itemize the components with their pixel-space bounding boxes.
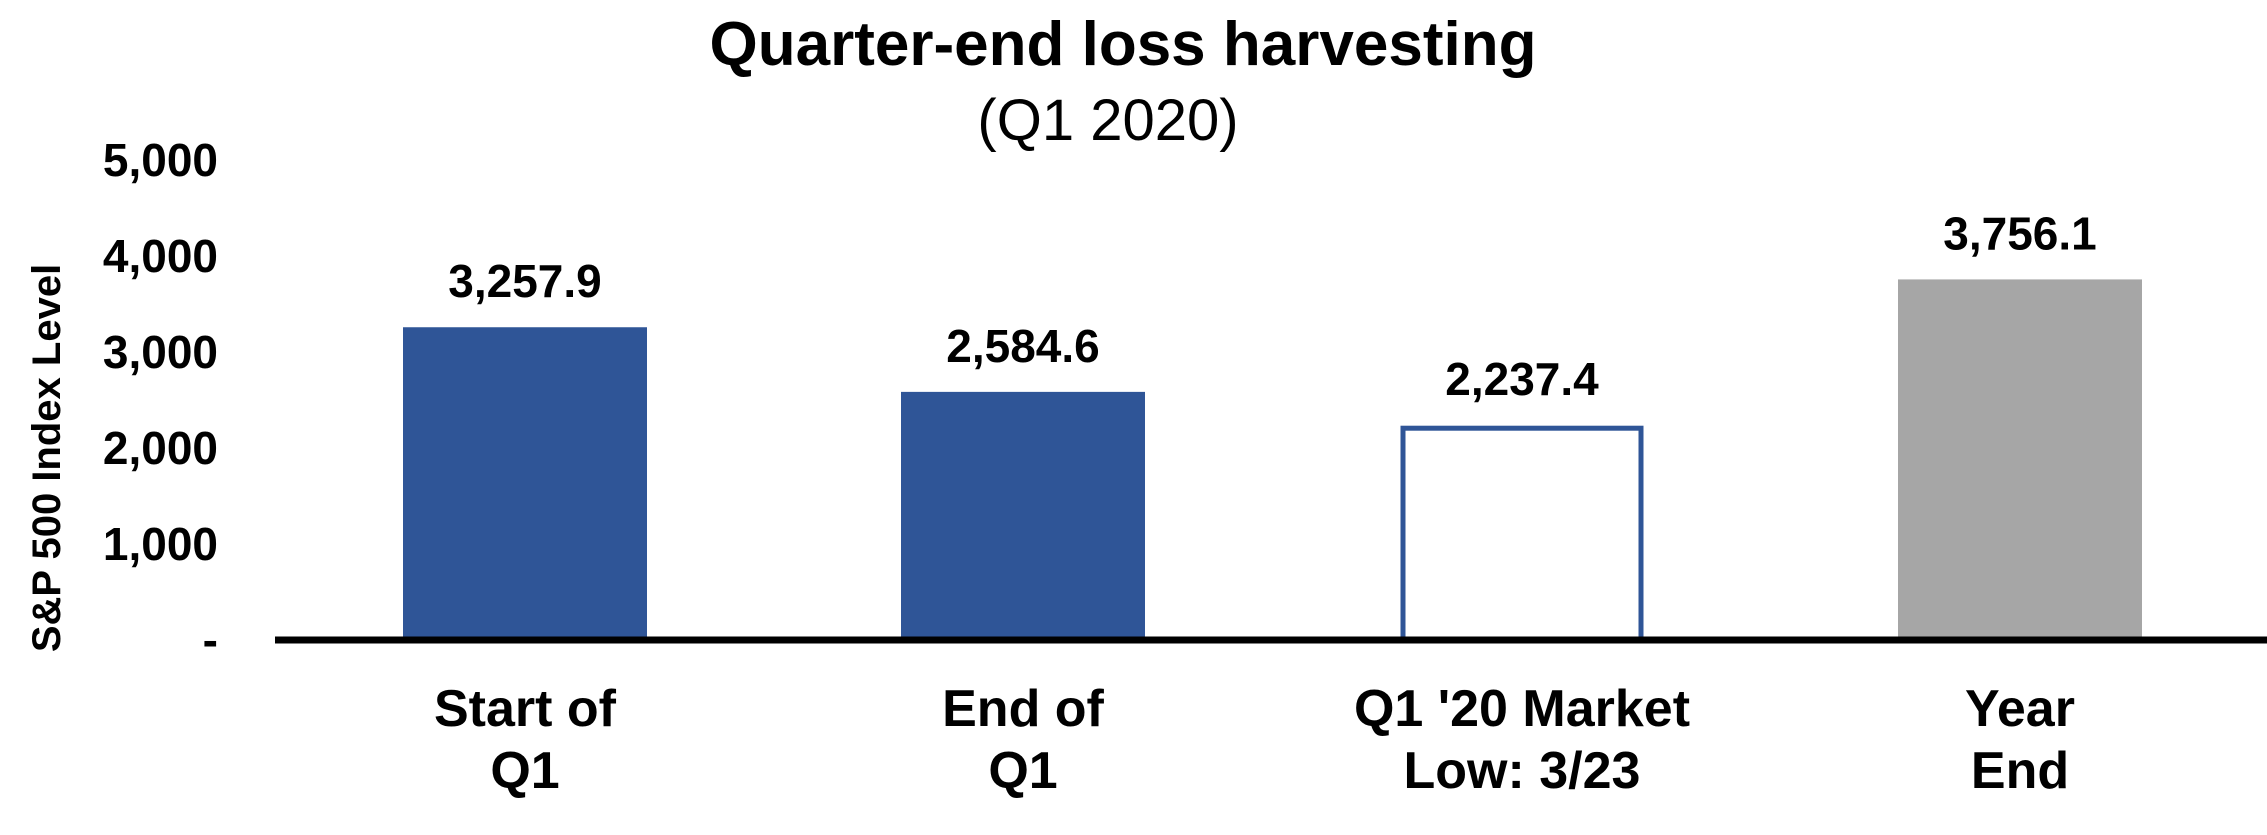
x-tick-label: Q1 <box>490 742 559 800</box>
y-tick-label: 3,000 <box>103 326 218 378</box>
bar-1 <box>403 327 647 640</box>
x-tick-label: End of <box>942 680 1104 738</box>
x-tick-label: Q1 '20 Market <box>1354 680 1690 738</box>
bar-3 <box>1400 425 1644 643</box>
data-labels-group: 3,257.9 2,584.6 2,237.4 3,756.1 <box>448 207 2096 405</box>
x-tick-label: Low: 3/23 <box>1404 742 1641 800</box>
bars-group <box>403 279 2142 643</box>
chart-subtitle: (Q1 2020) <box>977 88 1238 153</box>
bar-2 <box>901 391 1145 640</box>
x-tick-label: End <box>1971 742 2069 800</box>
y-tick-label: 5,000 <box>103 134 218 186</box>
y-tick-label: 4,000 <box>103 230 218 282</box>
x-tick-label: Q1 <box>988 742 1057 800</box>
data-label-1: 3,257.9 <box>448 255 601 307</box>
x-tick-label: Year <box>1965 680 2075 738</box>
chart-title: Quarter-end loss harvesting <box>710 10 1537 79</box>
y-axis-label: S&P 500 Index Level <box>25 264 69 652</box>
data-label-3: 2,237.4 <box>1445 353 1599 405</box>
y-tick-label: 2,000 <box>103 422 218 474</box>
data-label-2: 2,584.6 <box>946 320 1099 372</box>
bar-4 <box>1898 279 2142 640</box>
data-label-4: 3,756.1 <box>1943 207 2096 259</box>
y-tick-label: - <box>203 614 218 666</box>
x-tick-label: Start of <box>434 680 617 738</box>
y-axis-ticks: - 1,000 2,000 3,000 4,000 5,000 <box>103 134 218 666</box>
y-tick-label: 1,000 <box>103 518 218 570</box>
